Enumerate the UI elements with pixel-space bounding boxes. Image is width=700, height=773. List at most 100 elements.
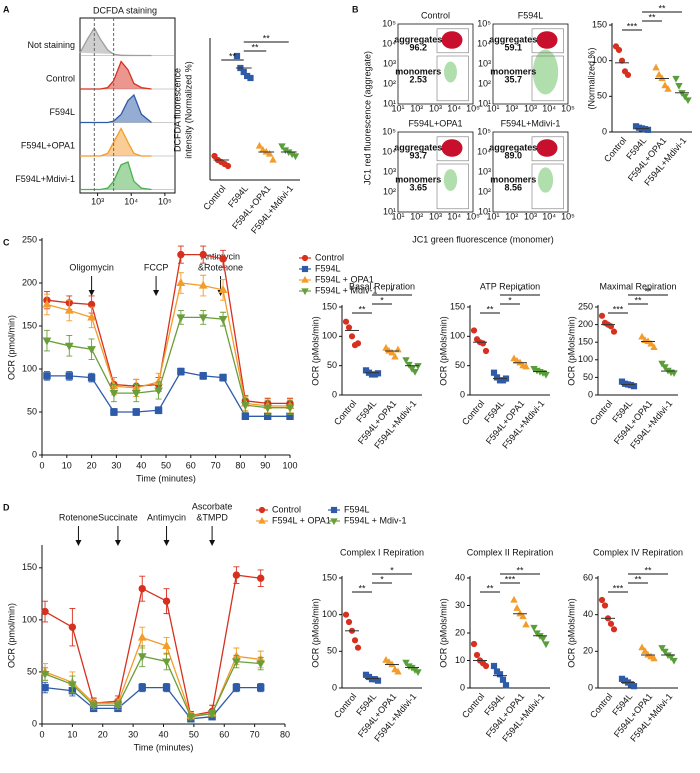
y-tick-label: 150 — [22, 320, 37, 330]
significance-label: ** — [634, 574, 642, 584]
data-point — [138, 584, 146, 593]
data-point — [658, 360, 666, 368]
monomer-cloud — [537, 167, 554, 193]
x-axis-label: Time (minutes) — [136, 473, 196, 483]
significance-label: ** — [516, 565, 524, 575]
data-point — [630, 683, 638, 690]
monomer-cloud — [532, 49, 559, 95]
data-point — [351, 637, 359, 644]
annotation-label: FCCP — [144, 262, 169, 272]
legend-marker — [330, 506, 338, 514]
y-tick-label: 10⁵ — [382, 18, 396, 28]
data-point — [644, 337, 652, 345]
data-point — [411, 368, 419, 376]
significance-label: * — [390, 286, 394, 296]
y-tick-label: 0 — [460, 389, 465, 399]
legend-marker — [301, 254, 309, 262]
data-point — [345, 324, 353, 331]
data-point — [382, 343, 390, 351]
gate-value: 35.7 — [504, 74, 522, 84]
y-tick-label: 50 — [597, 91, 607, 101]
x-tick-label: 40 — [158, 729, 168, 739]
data-point — [65, 372, 73, 380]
data-point — [241, 412, 250, 421]
y-tick-label: 10⁵ — [382, 126, 396, 136]
data-point — [405, 361, 413, 369]
data-point — [638, 643, 646, 651]
data-point — [598, 312, 606, 319]
gate-value: 3.65 — [409, 182, 427, 192]
y-axis-label: OCR (pmol/min) — [6, 315, 16, 380]
data-point — [177, 250, 185, 259]
data-point — [132, 408, 140, 416]
chart-title: Complex IV Repiration — [593, 547, 683, 557]
gate-value: 8.56 — [504, 182, 522, 192]
y-tick-label: 10³ — [383, 58, 396, 68]
data-point — [354, 340, 362, 347]
y-tick-label: 50 — [27, 666, 37, 676]
legend-marker — [258, 516, 266, 524]
x-tick-label: 0 — [39, 460, 44, 470]
aggregate-cloud — [536, 31, 558, 49]
data-point — [391, 665, 399, 673]
y-tick-label: 0 — [332, 682, 337, 692]
data-point — [232, 683, 241, 692]
data-point — [664, 85, 672, 92]
gate-value: 89.0 — [504, 150, 522, 160]
series-line — [46, 253, 290, 405]
significance-label: * — [380, 295, 384, 305]
x-axis-label: Time (minutes) — [134, 742, 194, 752]
x-tick-label: 60 — [219, 729, 229, 739]
monomer-gate — [531, 55, 564, 102]
x-tick-label: 30 — [111, 460, 121, 470]
data-point — [516, 609, 524, 617]
data-point — [186, 713, 196, 722]
data-point — [269, 155, 277, 163]
x-tick-label: Control — [332, 691, 358, 720]
data-point — [199, 372, 207, 380]
data-point — [109, 390, 119, 398]
data-point — [650, 654, 658, 662]
x-tick-label: 10² — [410, 211, 423, 221]
chart-title: ATP Repiration — [480, 281, 540, 291]
data-point — [257, 683, 265, 692]
y-tick-label: 100 — [322, 331, 337, 341]
arrow-head — [114, 540, 121, 546]
significance-label: ** — [263, 33, 271, 43]
data-point — [68, 681, 77, 690]
y-axis-label: OCR (pMols/min) — [310, 316, 320, 386]
legend-label: F594L + OPA1 — [315, 274, 374, 284]
density-curve — [80, 161, 152, 191]
x-tick-label: 40 — [136, 460, 146, 470]
panel-letter: C — [3, 237, 10, 247]
y-tick-label: 50 — [455, 360, 465, 370]
data-point — [342, 611, 350, 618]
plot-frame — [492, 131, 569, 213]
series-line — [46, 282, 290, 407]
data-point — [414, 363, 422, 370]
plot-frame — [397, 131, 474, 213]
legend-marker — [301, 275, 309, 283]
y-tick-label: 10² — [478, 78, 491, 88]
y-tick-label: 10⁴ — [382, 38, 396, 48]
x-tick-label: 20 — [87, 460, 97, 470]
data-point — [414, 669, 422, 677]
data-point — [218, 316, 228, 324]
data-point — [263, 404, 273, 413]
data-point — [624, 71, 632, 79]
y-tick-label: 60 — [583, 572, 593, 582]
y-tick-label: 10² — [383, 186, 396, 196]
data-point — [479, 340, 487, 347]
data-point — [641, 647, 649, 654]
row-label: Not staining — [27, 40, 75, 50]
monomer-gate — [436, 55, 469, 102]
data-point — [207, 710, 217, 719]
x-tick-label: 10⁵ — [561, 103, 575, 113]
data-point — [41, 607, 49, 616]
data-point — [598, 596, 606, 604]
data-point — [670, 657, 678, 665]
y-axis-label: JC1 red fluorescence (aggregate) — [362, 51, 372, 185]
data-point — [470, 327, 478, 334]
data-point — [41, 683, 49, 692]
